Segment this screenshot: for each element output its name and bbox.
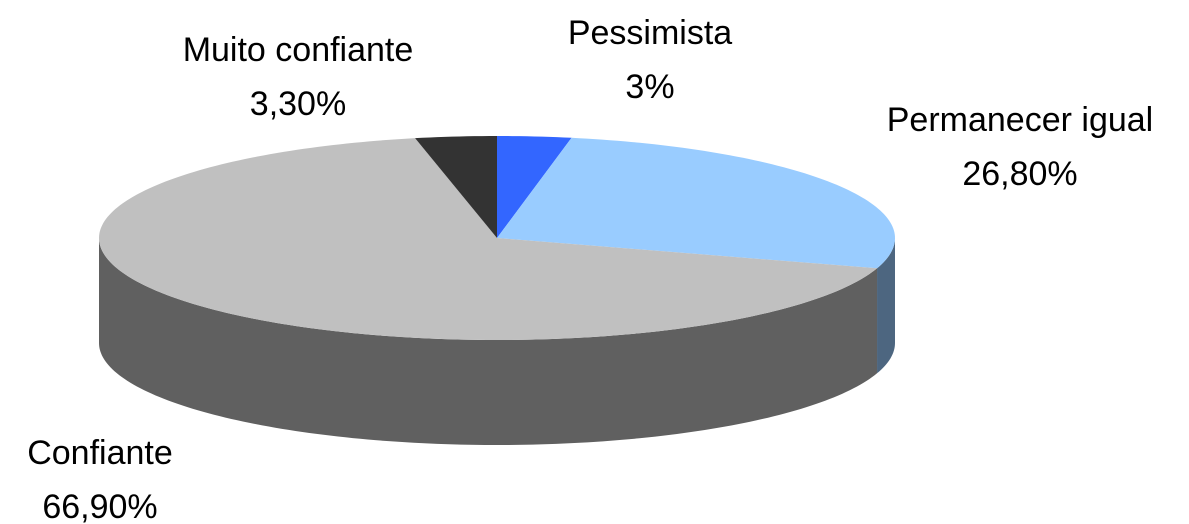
pie-side xyxy=(877,238,895,374)
slice-label: Pessimista xyxy=(568,14,732,52)
pie-side xyxy=(99,238,878,445)
slice-label: Muito confiante xyxy=(183,31,414,69)
slice-label: Confiante xyxy=(27,434,173,472)
slice-label: Permanecer igual xyxy=(887,101,1153,139)
value-label: 3% xyxy=(625,68,674,106)
pie-slice xyxy=(415,136,497,238)
pie-slice xyxy=(99,138,878,340)
pie-slice xyxy=(497,137,895,269)
value-label: 26,80% xyxy=(962,155,1077,193)
value-label: 3,30% xyxy=(250,85,346,123)
value-label: 66,90% xyxy=(42,488,157,524)
pie-slice xyxy=(497,136,572,238)
